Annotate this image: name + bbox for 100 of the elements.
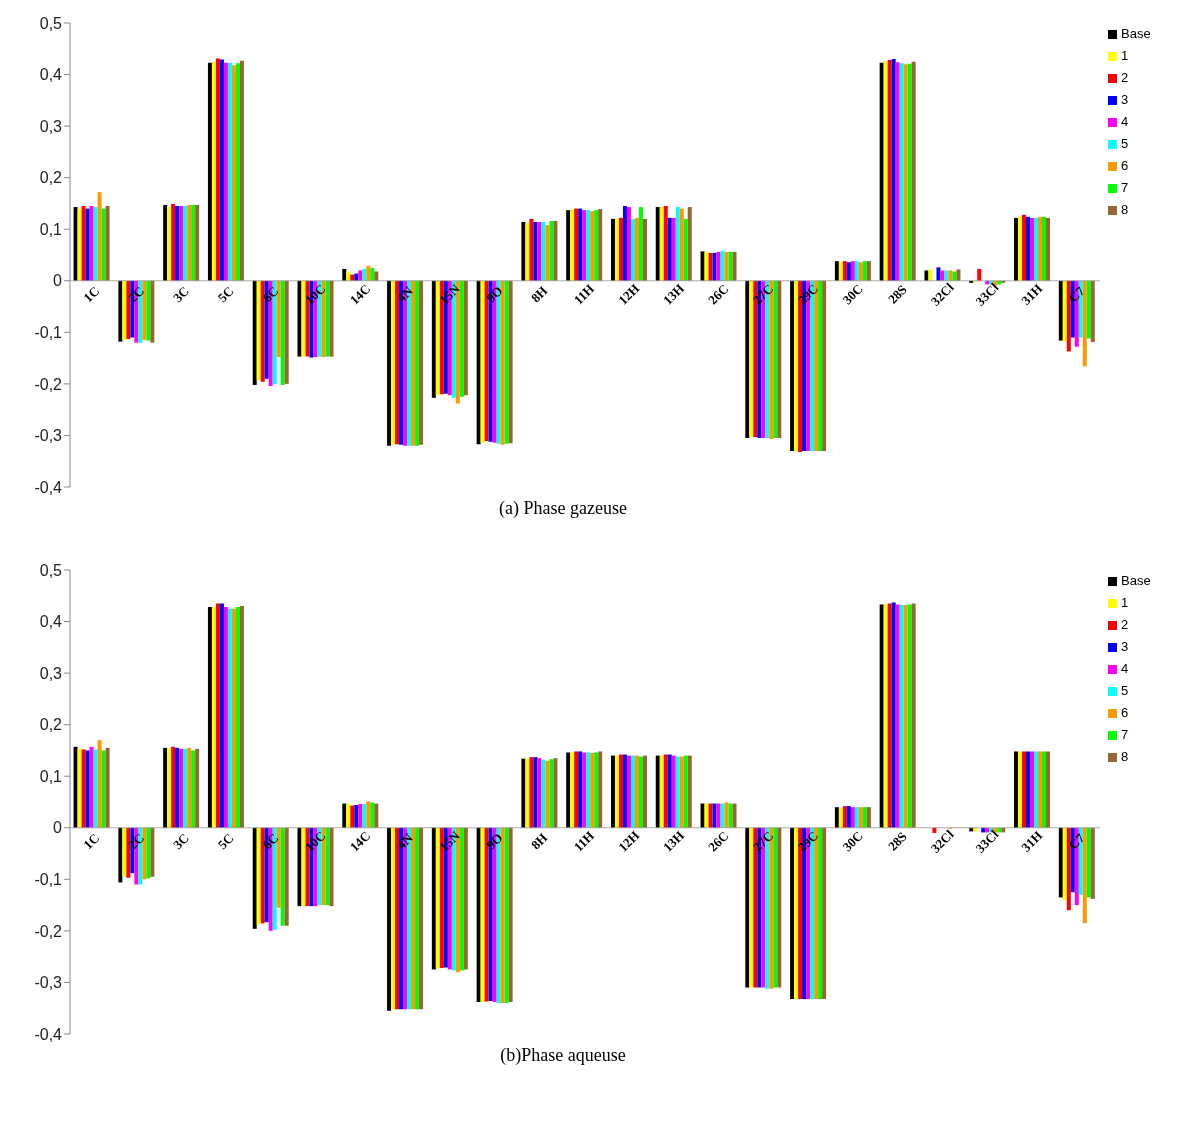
text: (b)Phase aqueuse — [499, 1045, 627, 1066]
bar — [749, 280, 754, 437]
bar — [728, 803, 733, 828]
x-tick-label: 31H — [1018, 280, 1046, 308]
bar — [297, 827, 302, 907]
bar — [638, 756, 643, 828]
bar — [256, 827, 261, 925]
bar — [118, 280, 123, 342]
bar — [956, 269, 961, 281]
y-tick-label: 0,3 — [39, 664, 63, 682]
bar — [476, 827, 481, 1003]
bar — [284, 827, 289, 926]
bar — [842, 261, 847, 281]
bar — [280, 827, 285, 926]
bar — [842, 806, 847, 828]
bar — [773, 280, 778, 439]
y-tick-label: -0,1 — [34, 871, 63, 889]
y-tick-label: 0,1 — [39, 767, 63, 785]
bar — [342, 268, 347, 281]
bar — [431, 827, 436, 970]
bar — [822, 280, 827, 451]
bar — [578, 208, 583, 281]
bar — [582, 752, 587, 828]
bar — [195, 748, 200, 828]
bar — [712, 252, 717, 281]
bar — [687, 755, 692, 828]
bar — [683, 755, 688, 828]
y-tick-label: 0,4 — [39, 66, 63, 84]
bar — [525, 223, 530, 281]
bar — [480, 280, 485, 443]
bar — [219, 59, 224, 281]
bar — [391, 827, 396, 1010]
bar — [598, 209, 603, 281]
text: (a) Phase gazeuse — [498, 498, 628, 519]
bar — [895, 604, 900, 828]
bar — [358, 804, 363, 828]
bar — [362, 268, 367, 281]
x-tick-label: 2C — [125, 283, 148, 306]
bar — [101, 208, 106, 281]
bar — [854, 261, 859, 281]
bar — [435, 827, 440, 969]
bar — [574, 208, 579, 281]
bar — [626, 755, 631, 828]
y-tick-label: -0,2 — [34, 375, 63, 393]
bar — [610, 755, 615, 828]
bar — [463, 827, 468, 970]
legend-label: Base — [1121, 26, 1151, 41]
bar — [227, 62, 232, 281]
bar — [866, 807, 871, 828]
bar — [167, 748, 172, 828]
bar — [1090, 827, 1095, 899]
bar — [794, 280, 799, 451]
bar — [1034, 217, 1039, 281]
bar — [207, 607, 212, 828]
legend-label: 5 — [1121, 136, 1129, 151]
bar — [687, 207, 692, 281]
legend-label: 2 — [1121, 617, 1129, 632]
bar — [724, 251, 729, 281]
bar — [655, 755, 660, 828]
x-tick-label: 26C — [705, 828, 732, 855]
bar — [1026, 216, 1031, 281]
bar — [834, 261, 839, 281]
bar — [700, 251, 705, 281]
bar — [854, 807, 859, 828]
bar — [146, 827, 151, 879]
bar — [395, 280, 400, 445]
bar — [252, 827, 257, 929]
bar — [533, 757, 538, 828]
bar — [191, 750, 196, 828]
bar — [1022, 214, 1027, 281]
y-tick-label: -0,3 — [34, 427, 63, 445]
bar — [794, 827, 799, 999]
bar — [1018, 751, 1023, 828]
bar — [276, 827, 281, 908]
bar — [500, 827, 505, 1004]
bar — [411, 827, 416, 1010]
bar — [858, 807, 863, 828]
bar — [370, 802, 375, 828]
bar — [745, 827, 750, 988]
x-tick-label: 27C — [749, 828, 777, 855]
bar — [415, 827, 420, 1010]
legend-label: 1 — [1121, 48, 1129, 63]
bar — [1086, 280, 1091, 339]
bar — [618, 754, 623, 828]
bar — [553, 220, 558, 281]
bar — [642, 218, 647, 281]
x-tick-label: C7 — [1065, 282, 1088, 306]
bar — [667, 217, 672, 281]
x-tick-label: 6C — [259, 283, 282, 306]
bar — [179, 748, 184, 828]
bar — [81, 749, 86, 828]
bar — [350, 805, 355, 828]
bar — [659, 207, 664, 281]
x-tick-label: 9O — [483, 283, 506, 306]
bar — [883, 604, 888, 828]
bar — [374, 271, 379, 281]
bar — [838, 262, 843, 281]
bar — [618, 217, 623, 281]
bar — [284, 280, 289, 384]
bar — [1018, 216, 1023, 281]
